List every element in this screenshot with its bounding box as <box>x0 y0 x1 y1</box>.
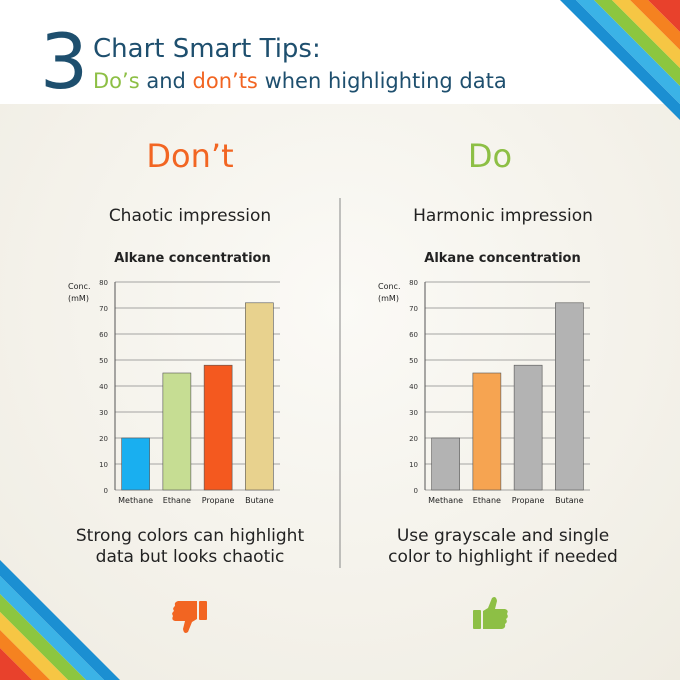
x-tick-label: Ethane <box>163 496 191 505</box>
x-tick-label: Methane <box>428 496 463 505</box>
y-tick-label: 0 <box>104 487 108 495</box>
y-tick-label: 70 <box>409 305 418 313</box>
y-tick-label: 50 <box>409 357 418 365</box>
bar <box>513 364 543 491</box>
x-tick-label: Propane <box>512 496 545 505</box>
x-tick-label: Ethane <box>473 496 501 505</box>
chart-title: Alkane concentration <box>424 251 580 266</box>
panel-heading: Do <box>468 137 512 175</box>
subtitle-and: and <box>146 69 186 93</box>
y-axis-label: Conc. <box>68 282 91 291</box>
subtitle-do: Do’s <box>93 69 140 93</box>
x-tick-label: Methane <box>118 496 153 505</box>
bar <box>555 302 584 491</box>
y-tick-label: 10 <box>99 461 108 469</box>
y-tick-label: 70 <box>99 305 108 313</box>
y-tick-label: 30 <box>409 409 418 417</box>
bar <box>162 372 192 491</box>
y-axis-label: (mM) <box>378 294 399 303</box>
title: Chart Smart Tips: <box>93 34 321 64</box>
bar <box>431 437 460 491</box>
x-tick-label: Propane <box>202 496 235 505</box>
y-axis-label: (mM) <box>68 294 89 303</box>
y-tick-label: 40 <box>409 383 418 391</box>
y-tick-label: 0 <box>414 487 418 495</box>
bar <box>245 302 274 491</box>
thumbs-up-icon <box>473 597 508 629</box>
thumbs-down-icon <box>172 601 207 633</box>
tip-number: 3 <box>40 17 88 106</box>
panel-heading: Don’t <box>146 137 233 175</box>
y-tick-label: 20 <box>99 435 108 443</box>
y-tick-label: 80 <box>99 279 108 287</box>
y-tick-label: 80 <box>409 279 418 287</box>
subtitle: Do’s and don’ts when highlighting data <box>93 69 507 93</box>
corner-stripes-bottom <box>0 560 120 680</box>
corner-stripes-top <box>560 0 680 120</box>
subtitle-dont: don’ts <box>193 69 258 93</box>
y-tick-label: 30 <box>99 409 108 417</box>
y-tick-label: 10 <box>409 461 418 469</box>
panel-subheading: Chaotic impression <box>109 206 271 226</box>
bar <box>121 437 150 491</box>
y-tick-label: 60 <box>99 331 108 339</box>
x-tick-label: Butane <box>245 496 274 505</box>
bar <box>472 372 502 491</box>
panel-caption: Strong colors can highlight data but loo… <box>75 526 305 567</box>
y-tick-label: 50 <box>99 357 108 365</box>
x-tick-label: Butane <box>555 496 584 505</box>
y-tick-label: 20 <box>409 435 418 443</box>
panel-caption: Use grayscale and single color to highli… <box>388 526 618 567</box>
panel-subheading: Harmonic impression <box>413 206 593 226</box>
y-tick-label: 40 <box>99 383 108 391</box>
header-band <box>0 0 680 104</box>
y-axis-label: Conc. <box>378 282 401 291</box>
y-tick-label: 60 <box>409 331 418 339</box>
bar <box>203 364 233 491</box>
chart-title: Alkane concentration <box>114 251 270 266</box>
subtitle-rest: when highlighting data <box>265 69 507 93</box>
